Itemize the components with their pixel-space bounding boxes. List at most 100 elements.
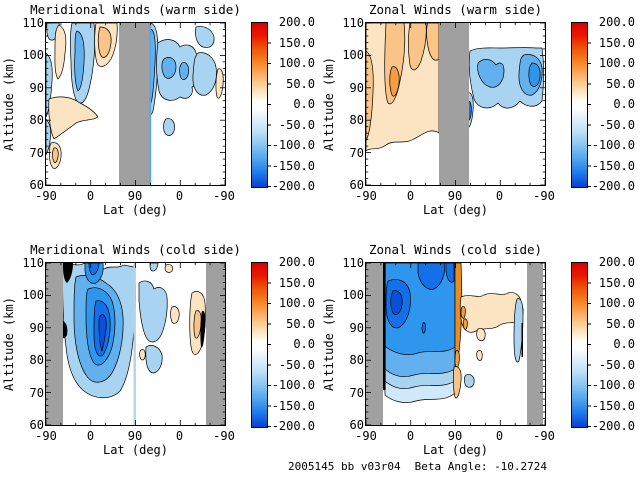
colorbar: [571, 262, 591, 428]
y-tick-label: 110: [342, 16, 364, 30]
colorbar-tick-label: 150.0: [598, 275, 635, 290]
x-tick-label: 90: [127, 189, 143, 203]
y-tick-labels: 110 100 90 80 70 60: [14, 17, 44, 191]
colorbar-tick-label: -100.0: [591, 378, 635, 392]
colorbar-labels: 200.0 150.0 100.0 50.0 0.0 -50.0 -100.0 -150.0 -…: [268, 256, 315, 432]
no-data-mask: [206, 263, 225, 425]
x-tick-label: 0: [86, 429, 95, 443]
panel-meridional-cold: Meridional Winds (cold side) Altitude (k…: [0, 240, 320, 480]
y-tick-label: 90: [29, 320, 44, 335]
colorbar-tick-label: 100.0: [598, 296, 635, 310]
colorbar-tick-label: 150.0: [278, 275, 315, 290]
colorbar: [251, 262, 271, 428]
colorbar-tick-label: 50.0: [286, 76, 315, 91]
x-tick-labels: -90 0 90 0 -90: [31, 189, 239, 203]
panel-title: Zonal Winds (warm side): [368, 2, 543, 17]
plot-area: [45, 22, 226, 186]
panel-title: Zonal Winds (cold side): [368, 242, 543, 257]
colorbar-labels: 200.0 150.0 100.0 50.0 0.0 -50.0 -100.0 -150.0 -…: [588, 256, 635, 432]
x-tick-labels: -90 0 90 0 -90: [351, 189, 559, 203]
x-axis-label: Lat (deg): [422, 203, 489, 217]
y-tick-label: 110: [22, 256, 44, 270]
colorbar-ticks: [267, 263, 271, 427]
colorbar-tick-label: 200.0: [278, 255, 315, 269]
colorbar-tick-label: -100.0: [591, 138, 635, 152]
y-tick-label: 60: [349, 177, 364, 192]
colorbar-tick-label: 200.0: [598, 255, 635, 269]
y-tick-label: 110: [22, 16, 44, 30]
panel-zonal-warm: Zonal Winds (warm side) Altitude (km) 11…: [320, 0, 640, 240]
y-tick-label: 70: [29, 145, 44, 160]
colorbar-ticks: [267, 23, 271, 187]
x-tick-label: -90: [355, 189, 377, 203]
colorbar-tick-label: 200.0: [278, 15, 315, 29]
x-tick-label: 0: [495, 189, 504, 203]
colorbar-tick-label: -100.0: [271, 378, 315, 392]
x-tick-label: -90: [533, 189, 555, 203]
y-tick-label: 80: [349, 353, 364, 368]
colorbar-tick-label: 50.0: [606, 316, 635, 331]
colorbar-tick-label: -50.0: [598, 117, 635, 132]
colorbar: [571, 22, 591, 188]
colorbar-tick-label: 100.0: [598, 56, 635, 70]
y-tick-label: 60: [29, 417, 44, 432]
colorbar: [251, 22, 271, 188]
colorbar-tick-label: 0.0: [613, 337, 635, 351]
x-axis-label: Lat (deg): [102, 203, 169, 217]
contour-plot: [46, 23, 225, 185]
x-tick-label: 0: [495, 429, 504, 443]
colorbar-tick-label: 0.0: [293, 97, 315, 111]
y-tick-label: 110: [342, 256, 364, 270]
colorbar-tick-label: -200.0: [271, 179, 315, 193]
x-tick-label: 0: [86, 189, 95, 203]
y-tick-labels: 110 100 90 80 70 60: [334, 17, 364, 191]
caption-beta-angle: Beta Angle: -10.2724: [414, 460, 548, 473]
colorbar-tick-label: -200.0: [591, 419, 635, 433]
colorbar-labels: 200.0 150.0 100.0 50.0 0.0 -50.0 -100.0 -150.0 -…: [268, 16, 315, 192]
y-tick-label: 100: [22, 48, 44, 63]
colorbar-tick-label: -200.0: [591, 179, 635, 193]
colorbar-tick-label: -150.0: [271, 398, 315, 413]
colorbar-tick-label: -150.0: [271, 158, 315, 173]
no-data-mask: [46, 263, 63, 425]
y-tick-labels: 110 100 90 80 70 60: [14, 257, 44, 431]
caption-run-id: 2005145 bb v03r04: [288, 460, 401, 473]
x-tick-label: 0: [406, 189, 415, 203]
figure-caption: 2005145 bb v03r04 Beta Angle: -10.2724: [288, 460, 547, 473]
colorbar-labels: 200.0 150.0 100.0 50.0 0.0 -50.0 -100.0 -150.0 -…: [588, 16, 635, 192]
colorbar-tick-label: -50.0: [278, 117, 315, 132]
colorbar-tick-label: 0.0: [613, 97, 635, 111]
colorbar-tick-label: -100.0: [271, 138, 315, 152]
x-tick-label: 90: [447, 429, 463, 443]
x-tick-label: -90: [213, 189, 235, 203]
y-tick-label: 100: [22, 288, 44, 303]
x-tick-label: 90: [447, 189, 463, 203]
x-tick-label: 0: [406, 429, 415, 443]
panel-title: Meridional Winds (cold side): [30, 242, 241, 257]
y-tick-label: 80: [29, 353, 44, 368]
x-tick-label: -90: [533, 429, 555, 443]
x-axis-label: Lat (deg): [102, 443, 169, 457]
x-tick-labels: -90 0 90 0 -90: [31, 429, 239, 443]
colorbar-ticks: [587, 263, 591, 427]
y-tick-label: 60: [349, 417, 364, 432]
x-tick-label: 0: [175, 429, 184, 443]
colorbar-tick-label: -200.0: [271, 419, 315, 433]
y-tick-label: 70: [349, 145, 364, 160]
colorbar-tick-label: 50.0: [286, 316, 315, 331]
panel-title: Meridional Winds (warm side): [30, 2, 241, 17]
x-tick-label: -90: [355, 429, 377, 443]
colorbar-tick-label: 150.0: [598, 35, 635, 50]
colorbar-tick-label: -150.0: [591, 398, 635, 413]
colorbar-tick-label: 50.0: [606, 76, 635, 91]
plot-area: [365, 262, 546, 426]
y-tick-labels: 110 100 90 80 70 60: [334, 257, 364, 431]
contour-plot: [366, 23, 545, 185]
x-tick-label: 0: [175, 189, 184, 203]
no-data-mask: [366, 263, 383, 425]
plot-area: [45, 262, 226, 426]
colorbar-tick-label: 100.0: [278, 296, 315, 310]
x-tick-label: -90: [35, 429, 57, 443]
x-tick-label: -90: [213, 429, 235, 443]
panel-zonal-cold: Zonal Winds (cold side) Altitude (km) 11…: [320, 240, 640, 480]
